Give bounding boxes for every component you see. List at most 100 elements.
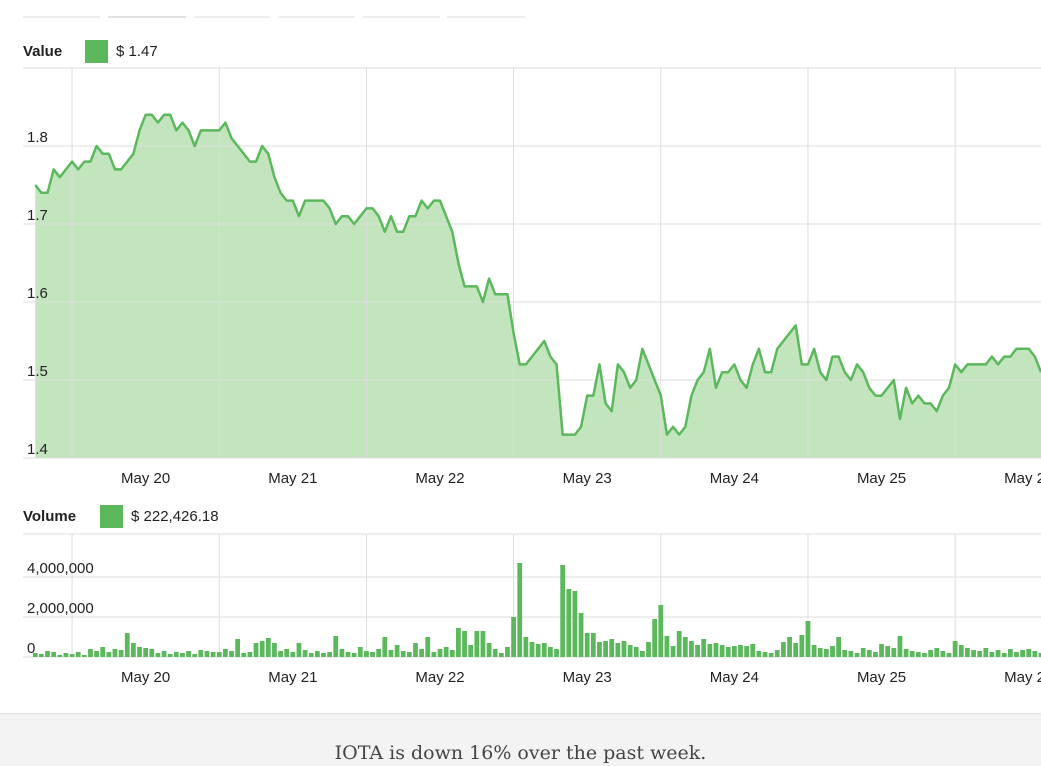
volume-bar xyxy=(345,652,351,657)
volume-bar xyxy=(971,650,976,657)
volume-bar xyxy=(449,650,455,657)
volume-bar xyxy=(548,647,553,657)
volume-bar xyxy=(523,637,529,657)
volume-bar xyxy=(584,633,590,657)
volume-bar xyxy=(658,605,664,657)
volume-bar xyxy=(885,646,891,657)
x-tick-label: May 24 xyxy=(710,470,759,487)
volume-bar xyxy=(130,643,136,657)
volume-bar xyxy=(811,645,817,657)
volume-bar xyxy=(351,653,357,657)
volume-bar xyxy=(1014,652,1019,657)
volume-bar xyxy=(965,648,970,657)
volume-bar xyxy=(235,639,241,657)
volume-bar xyxy=(928,650,934,657)
volume-bar xyxy=(848,651,854,657)
volume-bar xyxy=(830,646,835,657)
volume-bar xyxy=(253,643,259,657)
volume-bar xyxy=(382,637,388,657)
y-tick-label: 0 xyxy=(27,640,35,657)
y-tick-label: 1.7 xyxy=(27,207,48,224)
volume-bar xyxy=(695,645,700,657)
volume-bar xyxy=(781,642,786,657)
volume-bar xyxy=(204,651,210,657)
volume-bar xyxy=(774,650,780,657)
volume-bar xyxy=(922,653,927,657)
volume-bar xyxy=(339,649,345,657)
volume-bar xyxy=(419,649,425,657)
volume-bar xyxy=(915,652,921,657)
volume-bar xyxy=(88,649,93,657)
volume-bar xyxy=(81,655,87,657)
volume-bar xyxy=(541,643,547,657)
volume-bar xyxy=(94,651,99,657)
volume-bar xyxy=(652,619,658,657)
volume-bar xyxy=(554,649,559,657)
x-tick-label: May 26 xyxy=(1004,669,1041,686)
volume-bar xyxy=(750,644,756,657)
volume-bar xyxy=(210,652,216,657)
volume-bar xyxy=(707,644,713,657)
volume-bar xyxy=(192,654,198,657)
volume-bar xyxy=(376,649,382,657)
volume-bar xyxy=(572,591,578,657)
volume-bar xyxy=(989,652,995,657)
volume-bar xyxy=(167,654,173,657)
volume-bar xyxy=(1020,650,1025,657)
volume-bar xyxy=(744,646,750,657)
volume-bar xyxy=(603,641,608,657)
volume-bar xyxy=(57,655,63,657)
volume-bar xyxy=(480,631,486,657)
volume-bar xyxy=(321,653,326,657)
volume-bar xyxy=(443,647,449,657)
volume-bar xyxy=(314,651,320,657)
volume-bar xyxy=(879,644,884,657)
volume-bar xyxy=(1038,653,1041,657)
volume-bar xyxy=(327,652,333,657)
volume-bar xyxy=(462,631,467,657)
volume-bar xyxy=(940,651,946,657)
volume-bar xyxy=(370,652,375,657)
volume-bar xyxy=(787,637,792,657)
volume-bar xyxy=(63,653,69,657)
volume-bar xyxy=(995,650,1001,657)
volume-bar xyxy=(823,649,829,657)
x-tick-label: May 25 xyxy=(857,470,906,487)
volume-bar xyxy=(259,641,265,657)
volume-bar xyxy=(664,636,670,657)
caption: IOTA is down 16% over the past week. xyxy=(334,742,707,764)
volume-bar xyxy=(909,651,915,657)
volume-bar xyxy=(676,631,682,657)
volume-bar xyxy=(216,652,222,657)
x-tick-label: May 21 xyxy=(268,669,317,686)
volume-bar xyxy=(137,647,142,657)
volume-bar xyxy=(1032,651,1038,657)
volume-bar xyxy=(817,648,823,657)
volume-bar xyxy=(609,639,615,657)
volume-bar xyxy=(431,652,437,657)
volume-bar xyxy=(39,654,44,657)
x-tick-label: May 23 xyxy=(563,470,612,487)
panel-title: Value xyxy=(23,43,62,60)
volume-bar xyxy=(633,647,639,657)
x-tick-label: May 20 xyxy=(121,470,170,487)
volume-bar xyxy=(394,645,400,657)
volume-bar xyxy=(425,637,431,657)
volume-bar xyxy=(860,648,866,657)
volume-bar xyxy=(873,652,878,657)
y-tick-label: 1.4 xyxy=(27,441,48,458)
volume-bar xyxy=(492,649,498,657)
volume-bar xyxy=(866,650,872,657)
volume-bar xyxy=(474,631,480,657)
y-tick-label: 4,000,000 xyxy=(27,560,94,577)
x-tick-label: May 25 xyxy=(857,669,906,686)
volume-bar xyxy=(1001,653,1007,657)
volume-bar xyxy=(621,641,627,657)
volume-bar xyxy=(897,636,903,657)
volume-bar xyxy=(364,651,369,657)
volume-bar xyxy=(333,636,339,657)
x-tick-label: May 24 xyxy=(710,669,759,686)
volume-bar xyxy=(69,654,75,657)
volume-bar xyxy=(646,642,651,657)
volume-bar xyxy=(45,651,50,657)
